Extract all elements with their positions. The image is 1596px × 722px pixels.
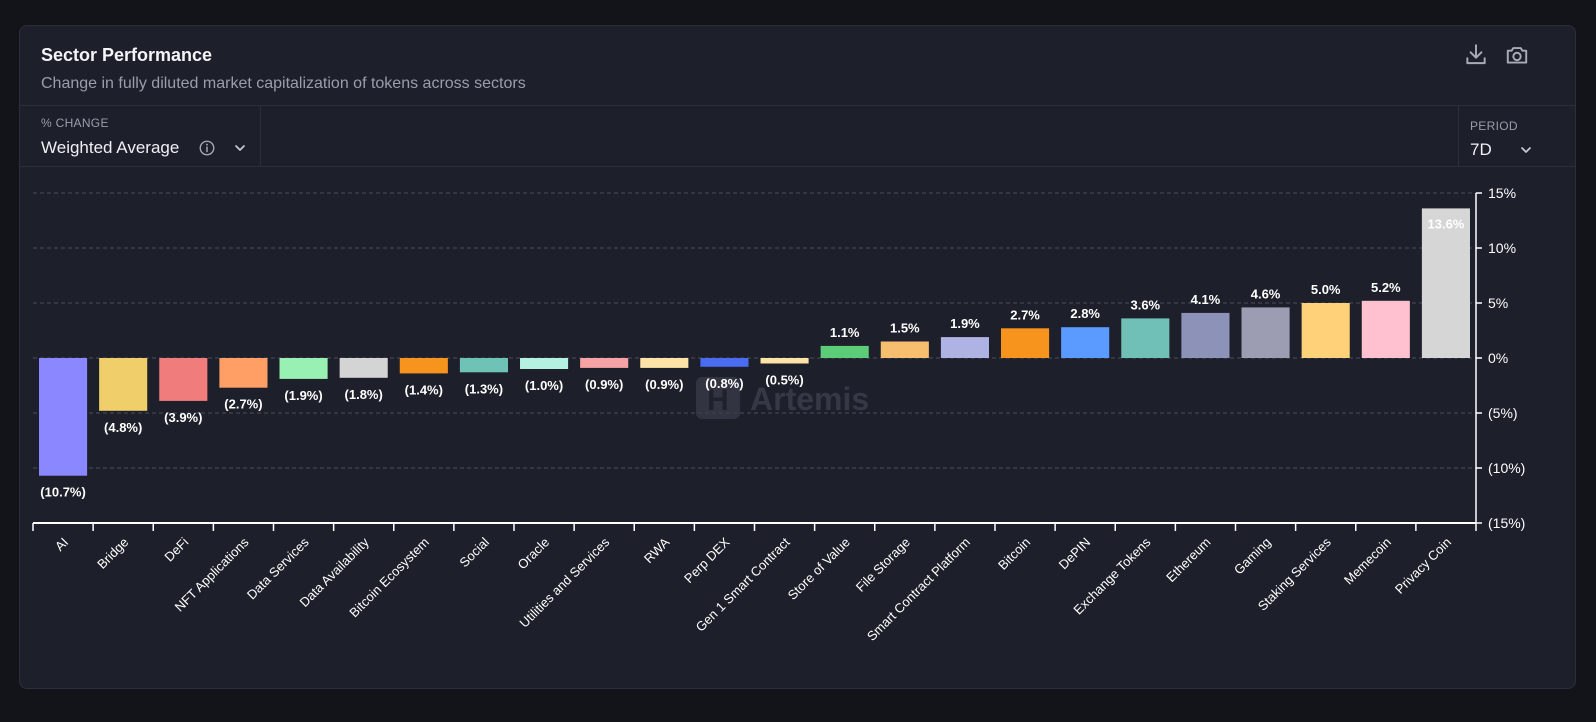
category-label: Data Services (244, 534, 312, 602)
bar (1061, 327, 1110, 358)
camera-icon[interactable] (1504, 42, 1530, 68)
bar-value-label: 2.8% (1070, 306, 1100, 321)
category-label: DeFi (161, 534, 191, 564)
metric-value: Weighted Average (41, 138, 180, 157)
bar-value-label: 2.7% (1010, 307, 1040, 322)
bar (640, 358, 689, 368)
metric-selector[interactable]: % CHANGE Weighted Average (20, 106, 260, 166)
bar (399, 358, 448, 374)
bar-value-label: 5.2% (1371, 280, 1401, 295)
bar-value-label: (0.8%) (705, 376, 743, 391)
bar-value-label: (0.5%) (765, 373, 803, 388)
bar (940, 337, 989, 358)
bar-value-label: 1.9% (950, 316, 980, 331)
y-tick-label: 5% (1488, 295, 1508, 311)
y-tick-label: 10% (1488, 240, 1516, 256)
download-icon[interactable] (1463, 42, 1489, 68)
category-label: Bitcoin (995, 535, 1033, 573)
category-label: Smart Contract Platform (864, 535, 973, 644)
y-tick-label: 0% (1488, 350, 1508, 366)
bar-value-label: (3.9%) (164, 410, 202, 425)
chevron-down-icon (235, 145, 245, 151)
bar-value-label: 4.6% (1251, 286, 1281, 301)
bar (159, 358, 208, 401)
y-tick-label: (5%) (1488, 405, 1518, 421)
bar-value-label: (1.9%) (284, 388, 322, 403)
y-tick-label: (10%) (1488, 460, 1525, 476)
watermark-logo-letter: H (707, 384, 729, 417)
period-label: PERIOD (1470, 119, 1518, 133)
bar-value-label: (0.9%) (585, 377, 623, 392)
bar (1181, 312, 1230, 358)
category-label: AI (52, 535, 71, 554)
category-label: File Storage (853, 535, 913, 595)
bar (1001, 328, 1050, 358)
category-label: Ethereum (1163, 535, 1213, 585)
period-selector[interactable]: PERIOD 7D (1459, 106, 1575, 166)
bar (279, 358, 328, 379)
category-label: Memecoin (1341, 535, 1394, 588)
bar-value-label: (1.8%) (345, 387, 383, 402)
bar (219, 358, 268, 388)
bar-value-label: (4.8%) (104, 420, 142, 435)
bar-value-label: 1.1% (830, 325, 860, 340)
bar-value-label: (1.4%) (405, 382, 443, 397)
metric-label: % CHANGE (41, 116, 109, 130)
category-label: Bridge (94, 535, 131, 572)
y-tick-label: 15% (1488, 185, 1516, 201)
category-label: Perp DEX (681, 534, 733, 586)
category-label: Gaming (1231, 535, 1274, 578)
bar-value-label: (2.7%) (224, 397, 262, 412)
bar-value-label: 4.1% (1191, 292, 1221, 307)
controls-divider (1458, 106, 1459, 166)
bar-value-label: 3.6% (1130, 297, 1160, 312)
chart-title: Sector Performance (41, 45, 213, 65)
controls-divider (260, 106, 261, 166)
chevron-down-icon (1521, 147, 1531, 153)
category-label: Privacy Coin (1392, 535, 1454, 597)
watermark-logo (696, 377, 740, 419)
watermark-text: Artemis (750, 381, 869, 417)
bar-value-label: (10.7%) (40, 485, 86, 500)
bar (700, 358, 749, 367)
category-label: DePIN (1056, 535, 1094, 573)
bar (520, 358, 569, 369)
period-value: 7D (1470, 140, 1492, 159)
bar (580, 358, 629, 368)
bar (1421, 208, 1470, 358)
info-icon[interactable] (198, 139, 216, 157)
category-label: RWA (641, 534, 673, 566)
bar-value-label: 1.5% (890, 321, 920, 336)
bar-value-label: 5.0% (1311, 282, 1341, 297)
bar (820, 345, 869, 358)
bar (1301, 303, 1350, 358)
bar (760, 358, 809, 364)
bar (1121, 318, 1170, 358)
category-label: Store of Value (785, 535, 853, 603)
controls-bar: % CHANGE Weighted Average PERIOD 7D (20, 105, 1575, 167)
bar (339, 358, 388, 378)
sector-bar-chart: 15% 10% 5% 0% (5%) (10%) (15%) H Artemis (10.7%) A… (32, 185, 1525, 644)
bar (39, 358, 88, 476)
bar (1361, 300, 1410, 358)
bar-value-label: (1.3%) (465, 381, 503, 396)
bar (99, 358, 148, 411)
bar-value-label: 13.6% (1428, 216, 1465, 231)
y-tick-label: (15%) (1488, 515, 1525, 531)
bar (880, 341, 929, 358)
sector-performance-card: Sector Performance Change in fully dilut… (19, 25, 1576, 689)
bar (1241, 307, 1290, 358)
chart-subtitle: Change in fully diluted market capitaliz… (41, 75, 526, 92)
category-label: Social (456, 534, 492, 570)
bar (459, 358, 508, 373)
category-label: Oracle (514, 535, 552, 573)
bar-value-label: (1.0%) (525, 378, 563, 393)
bar-value-label: (0.9%) (645, 377, 683, 392)
